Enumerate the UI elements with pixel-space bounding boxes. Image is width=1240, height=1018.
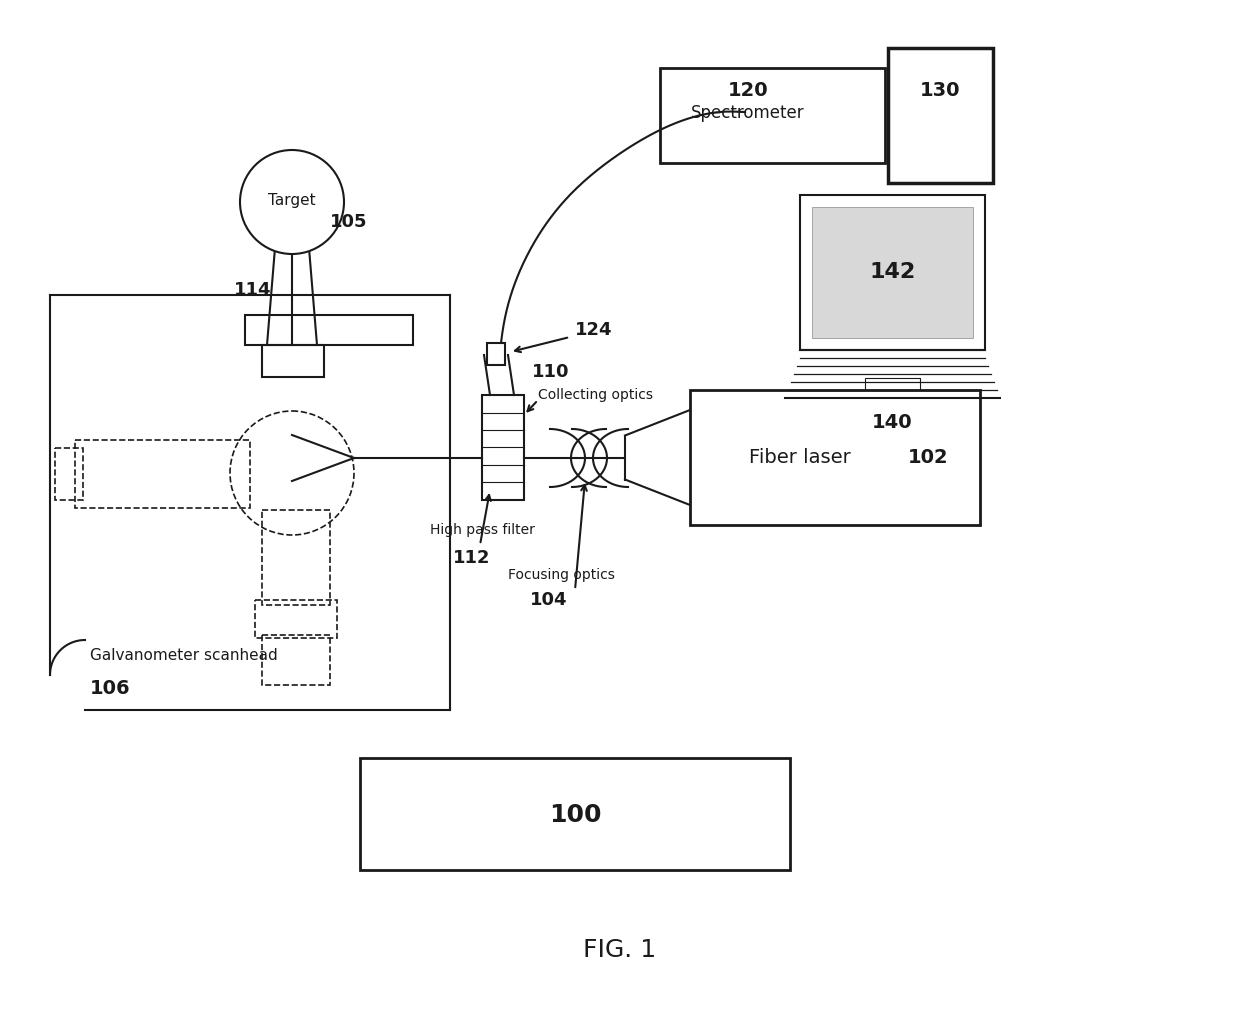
Bar — [888, 48, 993, 183]
Text: FIG. 1: FIG. 1 — [584, 938, 656, 962]
Text: High pass filter: High pass filter — [430, 523, 534, 538]
Bar — [246, 315, 413, 345]
Bar — [262, 345, 324, 377]
Text: 112: 112 — [453, 549, 491, 567]
Bar — [262, 635, 330, 685]
Text: 142: 142 — [869, 263, 915, 283]
Bar — [689, 390, 980, 525]
Circle shape — [241, 150, 343, 254]
Text: 140: 140 — [872, 413, 913, 433]
Bar — [360, 758, 790, 870]
Text: 124: 124 — [575, 321, 613, 339]
Bar — [812, 207, 973, 338]
Text: 105: 105 — [330, 213, 367, 231]
Text: 120: 120 — [728, 80, 769, 100]
Text: Target: Target — [268, 192, 316, 208]
Bar — [487, 343, 505, 365]
Text: 130: 130 — [920, 80, 960, 100]
Text: Collecting optics: Collecting optics — [538, 388, 653, 402]
Text: Spectrometer: Spectrometer — [691, 104, 805, 122]
Bar — [800, 195, 985, 350]
Bar — [482, 395, 525, 500]
Bar — [55, 448, 83, 500]
Text: 106: 106 — [91, 679, 130, 697]
Bar — [864, 378, 920, 390]
Text: 102: 102 — [908, 448, 949, 467]
Text: 114: 114 — [234, 281, 272, 299]
Text: 104: 104 — [529, 591, 568, 609]
Text: Focusing optics: Focusing optics — [508, 568, 615, 582]
Text: Galvanometer scanhead: Galvanometer scanhead — [91, 647, 278, 663]
Bar — [255, 600, 337, 638]
Text: Fiber laser: Fiber laser — [749, 448, 851, 467]
Text: 110: 110 — [532, 363, 569, 381]
Bar — [262, 510, 330, 605]
Bar — [74, 440, 250, 508]
Text: 100: 100 — [549, 803, 601, 827]
Bar — [660, 68, 885, 163]
